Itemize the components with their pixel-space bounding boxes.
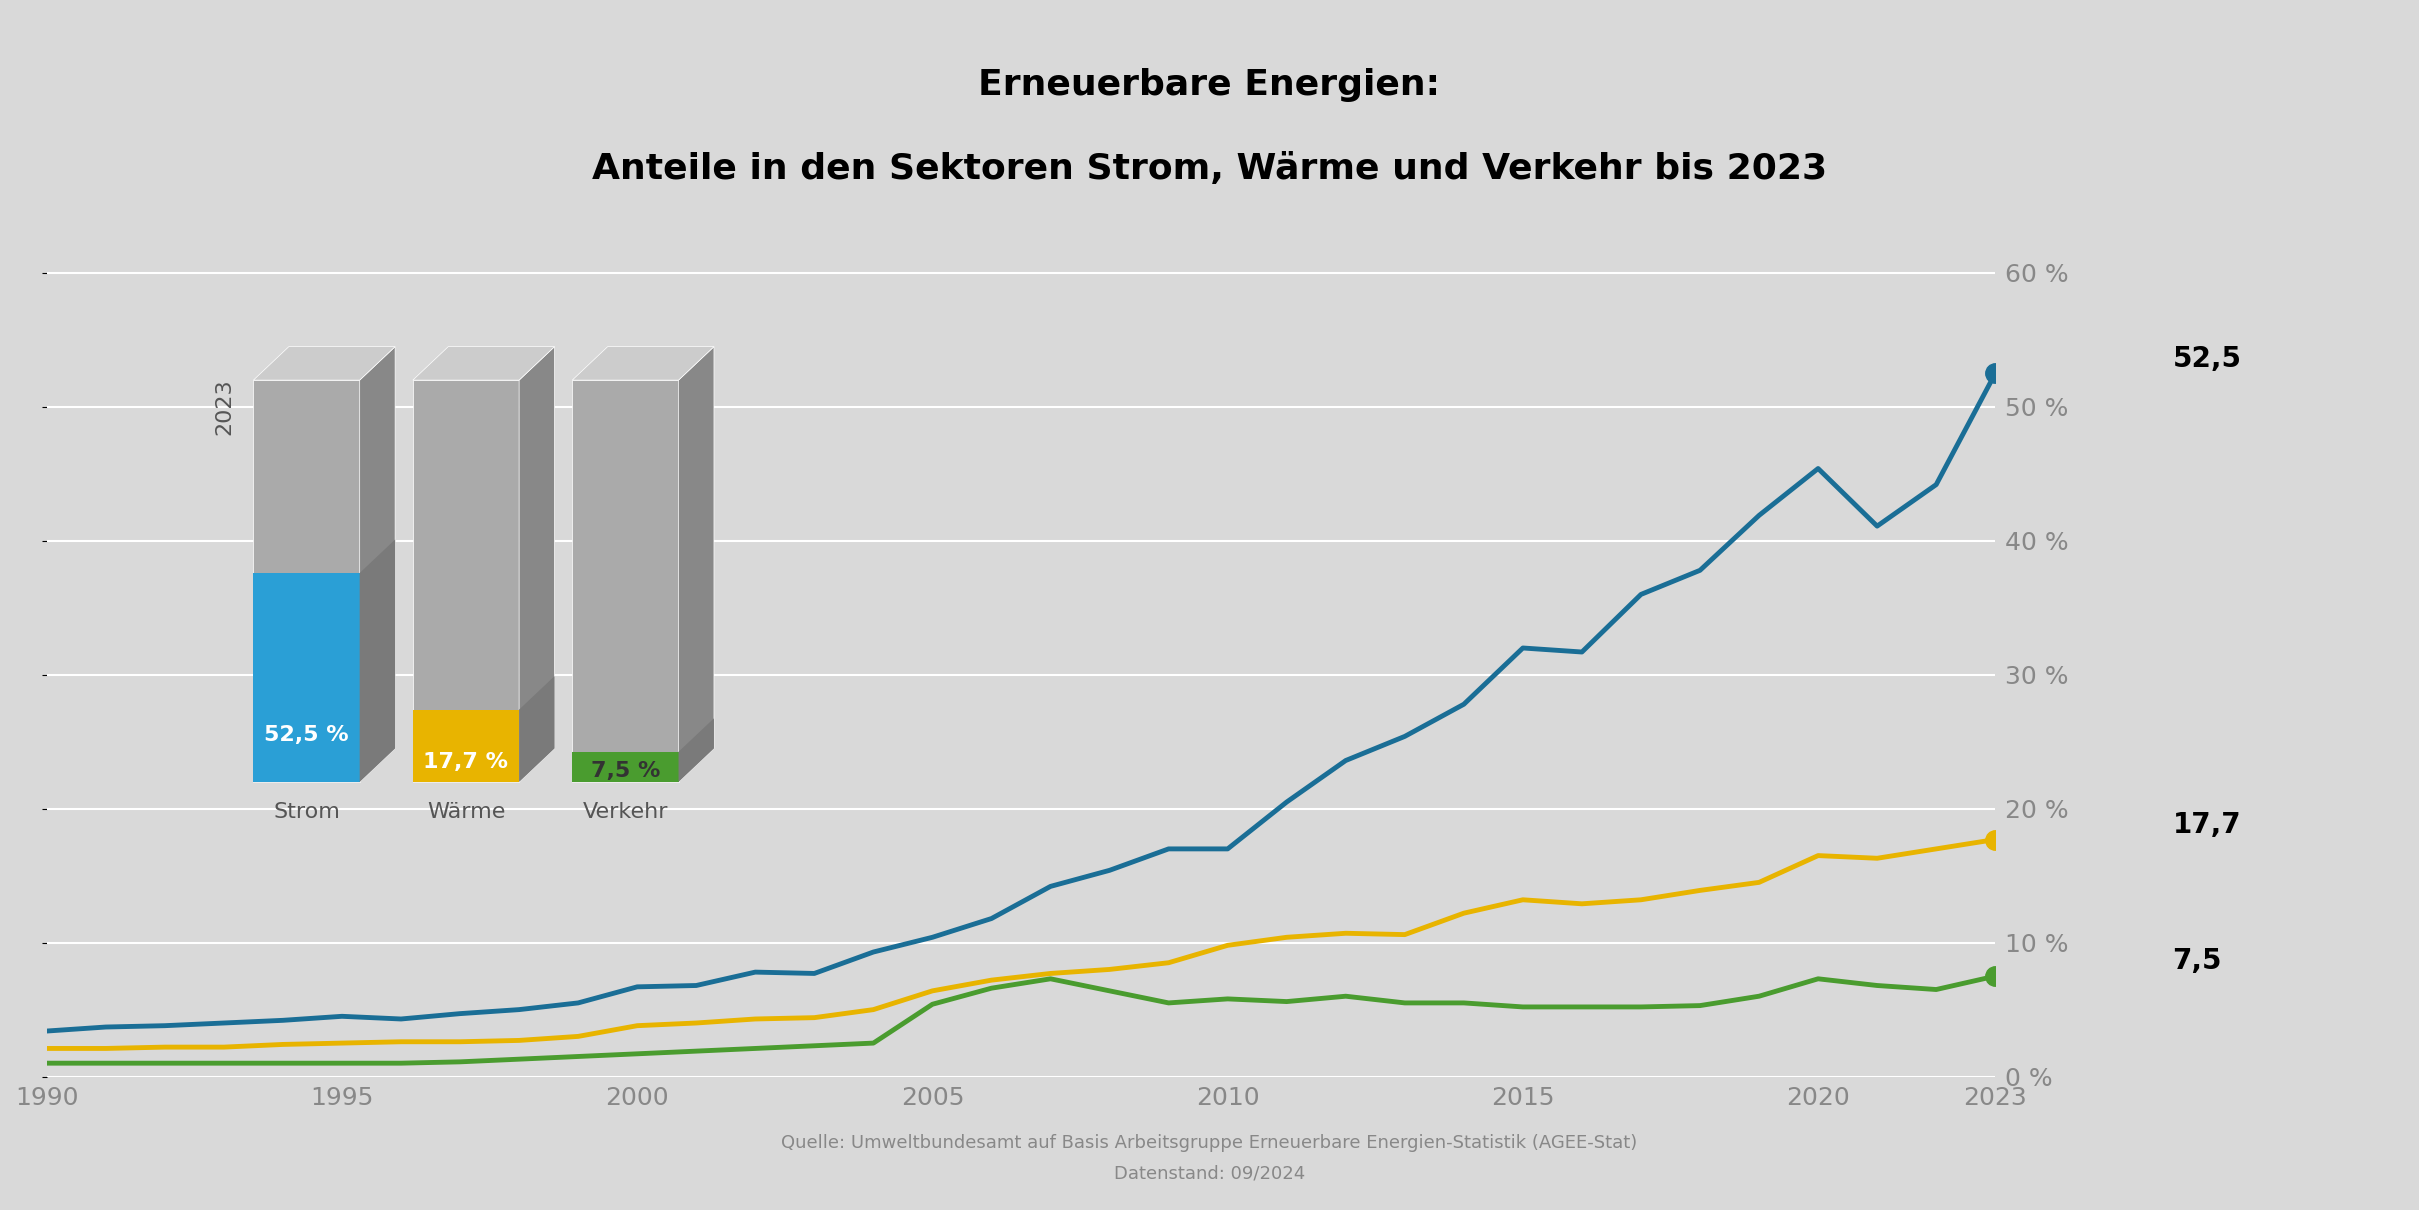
Polygon shape (414, 346, 554, 380)
Text: 52,5: 52,5 (2172, 345, 2242, 373)
Polygon shape (573, 751, 680, 782)
Text: Erneuerbare Energien:: Erneuerbare Energien: (980, 68, 1439, 102)
Polygon shape (254, 380, 360, 782)
Polygon shape (414, 709, 520, 782)
Polygon shape (414, 380, 520, 782)
Text: 52,5 %: 52,5 % (264, 725, 348, 745)
Polygon shape (573, 346, 714, 380)
Polygon shape (520, 676, 554, 782)
Text: Anteile in den Sektoren Strom, Wärme und Verkehr bis 2023: Anteile in den Sektoren Strom, Wärme und… (593, 152, 1826, 186)
Text: 7,5: 7,5 (2172, 947, 2223, 975)
Text: Quelle: Umweltbundesamt auf Basis Arbeitsgruppe Erneuerbare Energien-Statistik (: Quelle: Umweltbundesamt auf Basis Arbeit… (781, 1135, 1638, 1152)
Polygon shape (680, 719, 714, 782)
Text: Datenstand: 09/2024: Datenstand: 09/2024 (1113, 1165, 1306, 1182)
Text: 17,7: 17,7 (2172, 811, 2240, 839)
Polygon shape (520, 346, 554, 782)
Text: 17,7 %: 17,7 % (423, 751, 508, 772)
Polygon shape (254, 574, 360, 782)
Polygon shape (360, 540, 394, 782)
Text: Verkehr: Verkehr (583, 802, 668, 822)
Text: Wärme: Wärme (426, 802, 506, 822)
Text: Strom: Strom (273, 802, 341, 822)
Text: 2023: 2023 (213, 379, 235, 436)
Polygon shape (360, 346, 394, 782)
Polygon shape (254, 346, 394, 380)
Text: 7,5 %: 7,5 % (590, 761, 660, 782)
Polygon shape (680, 346, 714, 782)
Polygon shape (573, 380, 680, 782)
